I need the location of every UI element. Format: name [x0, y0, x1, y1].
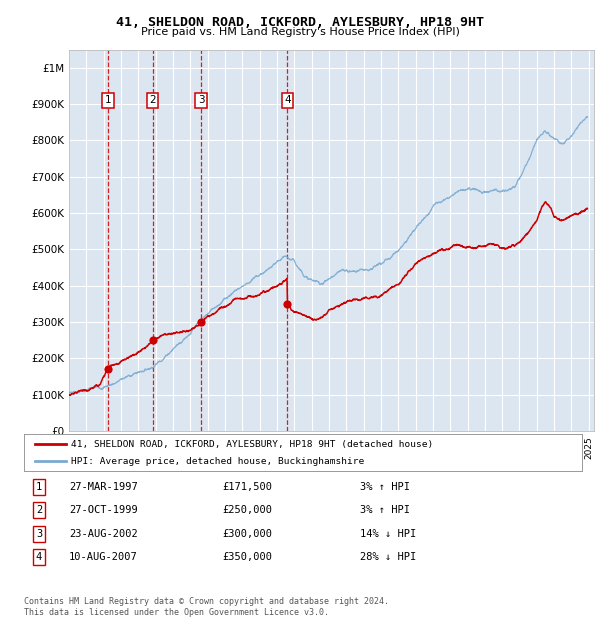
- Text: 4: 4: [284, 95, 291, 105]
- Text: £250,000: £250,000: [222, 505, 272, 515]
- Text: £350,000: £350,000: [222, 552, 272, 562]
- Text: 3: 3: [36, 529, 42, 539]
- Text: 2: 2: [149, 95, 156, 105]
- Text: £300,000: £300,000: [222, 529, 272, 539]
- Text: 4: 4: [36, 552, 42, 562]
- Text: 3: 3: [198, 95, 205, 105]
- Text: 23-AUG-2002: 23-AUG-2002: [69, 529, 138, 539]
- Text: Contains HM Land Registry data © Crown copyright and database right 2024.
This d: Contains HM Land Registry data © Crown c…: [24, 598, 389, 617]
- Text: 28% ↓ HPI: 28% ↓ HPI: [360, 552, 416, 562]
- Text: 1: 1: [104, 95, 111, 105]
- Point: [197, 317, 206, 327]
- Text: 41, SHELDON ROAD, ICKFORD, AYLESBURY, HP18 9HT: 41, SHELDON ROAD, ICKFORD, AYLESBURY, HP…: [116, 16, 484, 29]
- Text: 2: 2: [36, 505, 42, 515]
- Point: [283, 299, 292, 309]
- Text: 27-OCT-1999: 27-OCT-1999: [69, 505, 138, 515]
- Point: [148, 335, 157, 345]
- Text: 3% ↑ HPI: 3% ↑ HPI: [360, 482, 410, 492]
- Text: 10-AUG-2007: 10-AUG-2007: [69, 552, 138, 562]
- Text: Price paid vs. HM Land Registry's House Price Index (HPI): Price paid vs. HM Land Registry's House …: [140, 27, 460, 37]
- Point: [103, 364, 112, 374]
- Text: 14% ↓ HPI: 14% ↓ HPI: [360, 529, 416, 539]
- Text: £171,500: £171,500: [222, 482, 272, 492]
- Text: 1: 1: [36, 482, 42, 492]
- Text: 27-MAR-1997: 27-MAR-1997: [69, 482, 138, 492]
- Text: 41, SHELDON ROAD, ICKFORD, AYLESBURY, HP18 9HT (detached house): 41, SHELDON ROAD, ICKFORD, AYLESBURY, HP…: [71, 440, 434, 448]
- Text: HPI: Average price, detached house, Buckinghamshire: HPI: Average price, detached house, Buck…: [71, 457, 365, 466]
- Text: 3% ↑ HPI: 3% ↑ HPI: [360, 505, 410, 515]
